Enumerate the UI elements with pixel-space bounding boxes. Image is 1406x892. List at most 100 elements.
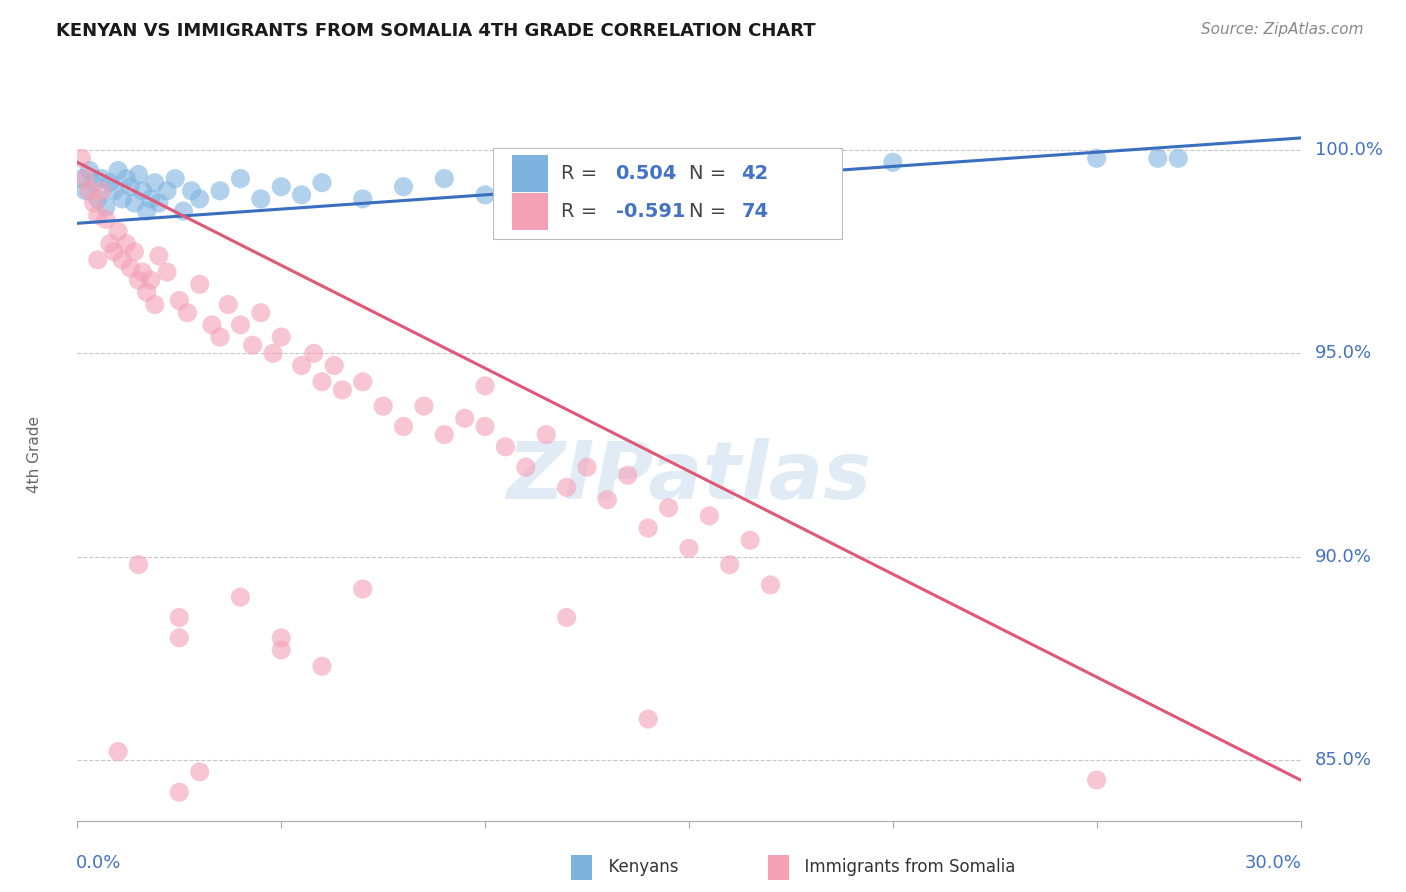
Point (617, 468, 640, 483)
Point (250, 306, 273, 320)
Point (270, 330, 292, 344)
Point (229, 171, 252, 186)
Text: ZIPatlas: ZIPatlas (506, 438, 872, 516)
Point (188, 192, 211, 206)
Point (515, 460, 537, 475)
Point (83, 176, 105, 190)
Point (176, 306, 198, 320)
Point (94, 200, 117, 214)
Point (1167, 151, 1189, 165)
Point (882, 155, 904, 169)
Point (740, 533, 762, 548)
Point (165, 171, 187, 186)
Point (107, 224, 129, 238)
Point (135, 204, 157, 219)
Point (79, 163, 101, 178)
Point (433, 171, 456, 186)
Point (124, 196, 146, 211)
Point (188, 277, 211, 292)
Text: Source: ZipAtlas.com: Source: ZipAtlas.com (1201, 22, 1364, 37)
Point (107, 745, 129, 759)
Point (217, 297, 239, 311)
Point (103, 184, 125, 198)
Point (107, 163, 129, 178)
Point (120, 260, 142, 275)
Point (94, 212, 117, 227)
Text: KENYAN VS IMMIGRANTS FROM SOMALIA 4TH GRADE CORRELATION CHART: KENYAN VS IMMIGRANTS FROM SOMALIA 4TH GR… (56, 22, 815, 40)
Point (474, 379, 496, 393)
Point (156, 184, 179, 198)
Point (453, 411, 475, 425)
Bar (512, 155, 548, 192)
Point (87, 208, 110, 222)
Text: R =: R = (561, 164, 603, 183)
Text: N =: N = (689, 202, 733, 221)
Point (596, 492, 619, 507)
Point (83, 196, 105, 211)
Point (208, 184, 231, 198)
Point (270, 179, 292, 194)
Point (242, 338, 264, 352)
Point (229, 318, 252, 332)
Point (139, 273, 162, 287)
Point (143, 297, 166, 311)
Point (79, 184, 101, 198)
Point (169, 631, 191, 645)
Point (302, 346, 325, 360)
Point (87, 252, 110, 267)
Point (131, 184, 153, 198)
Point (311, 659, 333, 673)
Point (115, 236, 138, 251)
Point (188, 764, 211, 779)
Text: Kenyans: Kenyans (598, 858, 678, 876)
Point (135, 285, 157, 300)
Point (172, 204, 194, 219)
Text: 0.0%: 0.0% (76, 854, 121, 871)
Text: 0.504: 0.504 (616, 164, 676, 183)
Point (515, 176, 537, 190)
Text: 42: 42 (741, 164, 769, 183)
Point (156, 265, 179, 279)
Point (111, 192, 134, 206)
Point (290, 359, 312, 373)
Point (180, 184, 202, 198)
Point (143, 176, 166, 190)
Point (718, 558, 741, 572)
Point (392, 179, 415, 194)
Point (208, 330, 231, 344)
Point (1147, 151, 1170, 165)
Text: 100.0%: 100.0% (1315, 141, 1384, 159)
Point (495, 440, 517, 454)
Point (103, 244, 125, 259)
Point (127, 168, 149, 182)
Point (90, 184, 112, 198)
Point (75, 171, 97, 186)
Point (111, 252, 134, 267)
Point (127, 558, 149, 572)
Point (311, 375, 333, 389)
Point (127, 273, 149, 287)
Point (759, 578, 782, 592)
Point (1085, 772, 1108, 787)
Point (87, 192, 110, 206)
Point (433, 427, 456, 442)
Point (534, 427, 557, 442)
Point (148, 249, 170, 263)
Point (555, 163, 578, 178)
Text: 95.0%: 95.0% (1315, 344, 1372, 362)
Point (201, 318, 224, 332)
Point (474, 419, 496, 434)
FancyBboxPatch shape (494, 148, 842, 239)
Point (352, 375, 374, 389)
Point (169, 785, 191, 799)
Point (555, 610, 578, 624)
Text: 4th Grade: 4th Grade (27, 417, 42, 493)
Point (371, 399, 394, 413)
Point (169, 293, 191, 308)
Point (637, 712, 659, 726)
Point (637, 521, 659, 535)
Point (262, 346, 284, 360)
Point (75, 184, 97, 198)
Point (413, 399, 436, 413)
Text: -0.591: -0.591 (616, 202, 685, 221)
